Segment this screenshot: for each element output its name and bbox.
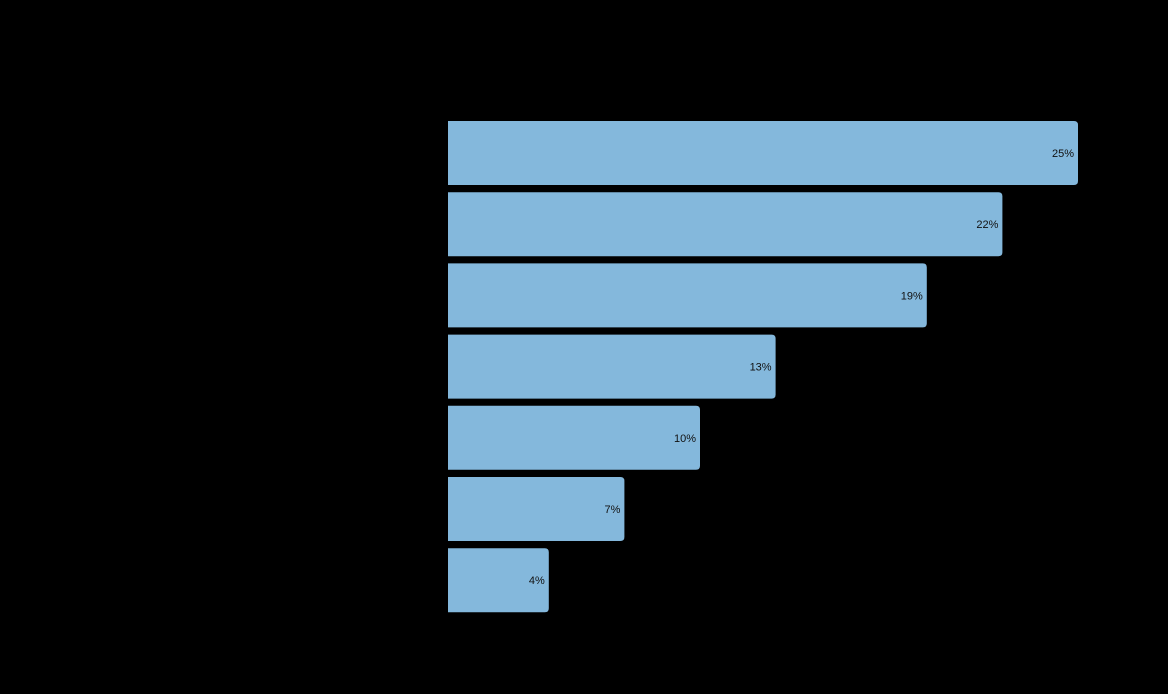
value-label-2: 22% bbox=[976, 219, 998, 231]
bar-4 bbox=[448, 334, 776, 399]
bar-1 bbox=[448, 121, 1078, 185]
bars-group bbox=[448, 121, 1078, 613]
value-label-5: 10% bbox=[674, 433, 696, 445]
bar-5 bbox=[448, 405, 700, 470]
value-label-7: 4% bbox=[529, 575, 545, 587]
value-labels-group: 25% 22% 19% 13% 10% 7% 4% bbox=[529, 148, 1074, 587]
bar-6 bbox=[448, 477, 625, 541]
value-label-4: 13% bbox=[750, 362, 772, 374]
value-label-1: 25% bbox=[1052, 148, 1074, 160]
bar-7 bbox=[448, 548, 549, 613]
bar-3 bbox=[448, 263, 927, 328]
value-label-6: 7% bbox=[604, 504, 620, 516]
value-label-3: 19% bbox=[901, 290, 923, 302]
bar-2 bbox=[448, 192, 1003, 257]
